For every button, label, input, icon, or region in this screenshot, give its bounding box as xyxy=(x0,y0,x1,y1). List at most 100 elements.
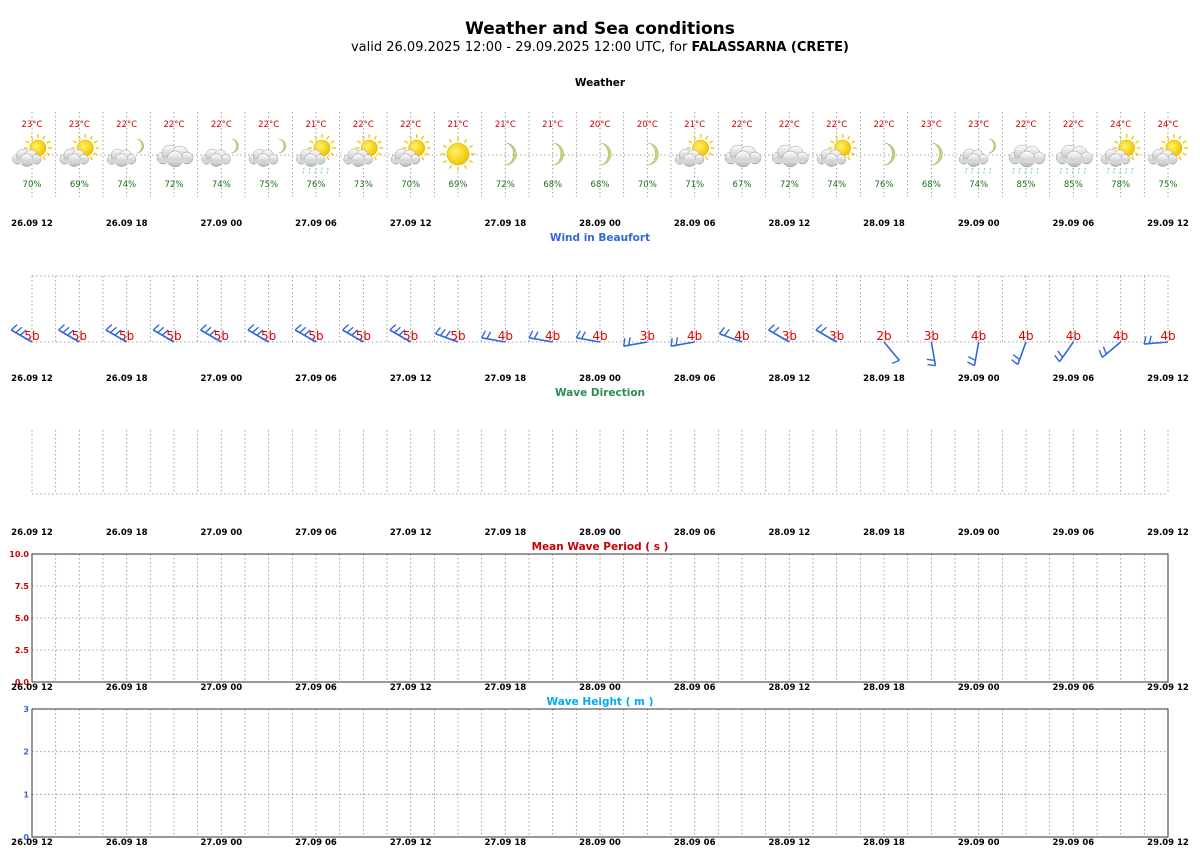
wave-height-tick-label: 28.09 00 xyxy=(579,838,621,848)
humidity-label: 78% xyxy=(1111,180,1130,190)
wave-period-tick-label: 26.09 12 xyxy=(11,683,53,693)
cloud-icon xyxy=(772,144,809,168)
cloud-icon xyxy=(958,148,989,167)
humidity-label: 70% xyxy=(638,180,657,190)
weather-section-title: Weather xyxy=(574,77,626,89)
cloud-icon xyxy=(106,148,137,167)
wind-barb xyxy=(718,327,743,343)
humidity-label: 69% xyxy=(449,180,468,190)
weather-icon-sun-cloud-rain xyxy=(296,134,336,175)
temperature-label: 22°C xyxy=(163,120,184,130)
wind-barb xyxy=(670,337,695,347)
moon-icon xyxy=(931,142,943,166)
weather-icon-moon xyxy=(552,142,564,166)
wave-height-tick-label: 28.09 12 xyxy=(768,838,810,848)
wave-height-ytick-label: 3 xyxy=(23,705,29,714)
beaufort-label: 4b xyxy=(734,329,749,343)
wave-height-tick-label: 27.09 06 xyxy=(295,838,337,848)
weather-icon-moon xyxy=(931,142,943,166)
temperature-label: 24°C xyxy=(1110,120,1131,130)
beaufort-label: 5b xyxy=(403,329,418,343)
weather-tick-label: 29.09 00 xyxy=(958,219,1000,229)
wind-barb xyxy=(926,341,937,367)
humidity-label: 71% xyxy=(685,180,704,190)
weather-tick-label: 29.09 06 xyxy=(1052,219,1094,229)
wave-period-tick-label: 29.09 00 xyxy=(958,683,1000,693)
wind-barb xyxy=(528,330,553,343)
temperature-label: 22°C xyxy=(258,120,279,130)
wave-direction-tick-label: 28.09 06 xyxy=(674,528,716,538)
wind-barb xyxy=(815,324,838,343)
beaufort-label: 4b xyxy=(592,329,607,343)
wind-tick-label: 26.09 18 xyxy=(106,374,148,384)
wave-period-tick-label: 28.09 06 xyxy=(674,683,716,693)
wave-height-tick-label: 27.09 18 xyxy=(484,838,526,848)
weather-icon-sun-cloud xyxy=(12,134,52,167)
humidity-label: 73% xyxy=(354,180,373,190)
wave-height-section-title: Wave Height ( m ) xyxy=(546,696,654,708)
wave-period-tick-label: 27.09 12 xyxy=(390,683,432,693)
wind-barb xyxy=(481,330,506,343)
weather-icon-sun-cloud xyxy=(816,134,857,167)
cloud-icon xyxy=(1100,148,1131,167)
wind-barb xyxy=(1098,341,1122,359)
beaufort-label: 4b xyxy=(1113,329,1128,343)
weather-icon-moon-cloud-rain xyxy=(958,138,996,175)
cloud-icon xyxy=(201,148,231,167)
moon-icon xyxy=(231,138,239,154)
wave-height-tick-label: 28.09 06 xyxy=(674,838,716,848)
humidity-label: 68% xyxy=(543,180,562,190)
wave-direction-tick-label: 28.09 12 xyxy=(768,528,810,538)
humidity-label: 74% xyxy=(969,180,988,190)
wave-height-frame xyxy=(31,708,1169,838)
wave-period-ytick-label: 0.0 xyxy=(15,678,30,687)
beaufort-label: 5b xyxy=(72,329,87,343)
cloud-icon xyxy=(296,148,326,167)
wind-barb xyxy=(1143,335,1169,345)
cloud-icon xyxy=(724,144,762,168)
cloud-icon xyxy=(12,148,42,167)
weather-tick-label: 27.09 12 xyxy=(390,219,432,229)
weather-tick-label: 29.09 12 xyxy=(1147,219,1189,229)
temperature-label: 23°C xyxy=(21,120,42,130)
wave-period-tick-label: 26.09 18 xyxy=(106,683,148,693)
temperature-label: 21°C xyxy=(495,120,516,130)
weather-tick-label: 28.09 06 xyxy=(674,219,716,229)
beaufort-label: 4b xyxy=(971,329,986,343)
beaufort-label: 5b xyxy=(24,329,39,343)
weather-icon-moon xyxy=(647,142,659,166)
temperature-label: 23°C xyxy=(921,120,942,130)
wave-period-frame xyxy=(31,553,1169,683)
wind-barb xyxy=(247,324,270,343)
moon-icon xyxy=(883,142,896,166)
humidity-label: 74% xyxy=(117,180,136,190)
temperature-label: 22°C xyxy=(400,120,421,130)
wind-barb xyxy=(623,337,648,347)
wave-direction-tick-label: 27.09 12 xyxy=(390,528,432,538)
rain-icon xyxy=(1059,167,1086,175)
weather-icon-moon-cloud xyxy=(106,138,144,167)
humidity-label: 72% xyxy=(165,180,184,190)
beaufort-label: 4b xyxy=(687,329,702,343)
wind-barb xyxy=(152,324,175,343)
wind-tick-label: 29.09 12 xyxy=(1147,374,1189,384)
wave-direction-tick-label: 27.09 18 xyxy=(484,528,526,538)
wind-tick-label: 29.09 00 xyxy=(958,374,1000,384)
weather-tick-label: 26.09 18 xyxy=(106,219,148,229)
cloud-icon xyxy=(343,148,373,167)
cloud-icon xyxy=(248,148,279,167)
humidity-label: 69% xyxy=(70,180,89,190)
wind-section-title: Wind in Beaufort xyxy=(549,232,651,244)
wave-period-ytick-label: 10.0 xyxy=(9,550,29,559)
wave-period-ytick-label: 7.5 xyxy=(15,582,30,591)
cloud-icon xyxy=(390,148,421,167)
wave-period-tick-label: 27.09 06 xyxy=(295,683,337,693)
beaufort-label: 5b xyxy=(308,329,323,343)
wave-height-tick-label: 28.09 18 xyxy=(863,838,905,848)
weather-icon-sun-cloud xyxy=(674,134,715,167)
rain-icon xyxy=(302,167,329,175)
wave-direction-tick-label: 26.09 18 xyxy=(106,528,148,538)
wind-barb xyxy=(883,341,901,365)
wind-tick-label: 27.09 12 xyxy=(390,374,432,384)
